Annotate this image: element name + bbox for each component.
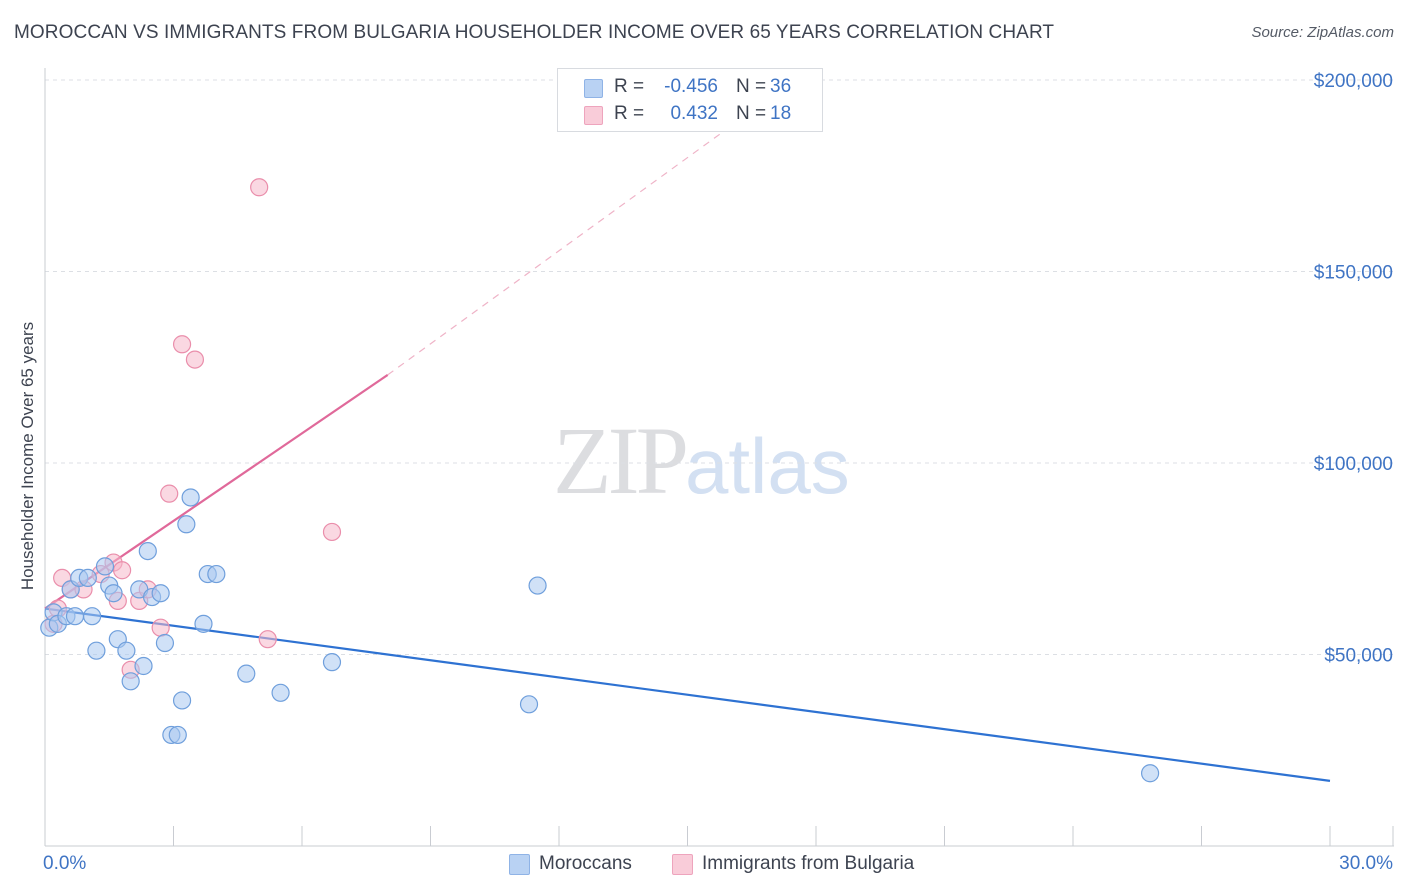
data-point-moroccans (117, 641, 136, 660)
legend-r-label: R = (614, 76, 645, 97)
data-point-bulgaria (322, 522, 342, 542)
legend-n-value: 36 (770, 76, 792, 97)
y-tick-label: $200,000 (1314, 71, 1393, 92)
legend-swatch-moroccans (509, 854, 530, 875)
y-tick-label: $150,000 (1314, 263, 1393, 284)
data-point-moroccans (168, 725, 187, 745)
series-legend: Moroccans Immigrants from Bulgaria (0, 852, 1406, 878)
grid-lines (45, 79, 1394, 655)
legend-row-moroccans: R = -0.456 N = 36 (558, 74, 822, 100)
data-point-moroccans (271, 683, 290, 702)
legend-label-bulgaria: Immigrants from Bulgaria (702, 853, 915, 874)
legend-label-moroccans: Moroccans (539, 853, 632, 874)
data-point-bulgaria (151, 618, 170, 637)
legend-r-value: 0.432 (670, 103, 718, 124)
data-point-bulgaria (258, 630, 277, 649)
data-point-moroccans (237, 664, 256, 683)
legend-n-value: 18 (770, 103, 792, 124)
data-point-moroccans (155, 633, 175, 653)
data-point-moroccans (322, 653, 342, 672)
legend-n-label: N = (736, 76, 767, 97)
data-point-moroccans (528, 576, 547, 595)
y-tick-label: $100,000 (1314, 454, 1393, 475)
tick-labels: $50,000 $100,000 $150,000 $200,000 0.0% 30.0% (43, 71, 1393, 874)
legend-r-label: R = (614, 103, 645, 124)
trend-line-moroccans (44, 607, 1331, 782)
legend-row-bulgaria: R = 0.432 N = 18 (558, 101, 822, 127)
y-tick-label: $50,000 (1324, 646, 1393, 667)
data-point-moroccans (104, 584, 123, 603)
data-point-bulgaria (185, 350, 205, 369)
data-point-moroccans (172, 691, 192, 710)
data-point-moroccans (177, 515, 196, 534)
data-point-moroccans (138, 541, 157, 561)
x-tick-label: 0.0% (43, 853, 86, 874)
chart-title: MOROCCAN VS IMMIGRANTS FROM BULGARIA HOU… (14, 22, 1055, 43)
legend-r-value: -0.456 (664, 76, 718, 97)
data-point-bulgaria (160, 484, 179, 503)
data-point-moroccans (134, 656, 153, 676)
data-point-moroccans (181, 488, 200, 507)
data-point-bulgaria (250, 178, 269, 197)
data-point-moroccans (83, 607, 102, 626)
data-point-bulgaria (172, 335, 192, 354)
data-point-moroccans (1140, 764, 1160, 783)
legend-n-label: N = (736, 103, 767, 124)
x-tick-label: 30.0% (1339, 853, 1393, 874)
data-point-moroccans (95, 557, 115, 576)
legend-swatch-bulgaria (584, 106, 603, 125)
data-point-moroccans (121, 672, 140, 691)
correlation-legend: R = -0.456 N = 36 R = 0.432 N = 18 (557, 68, 823, 132)
axes (44, 68, 1394, 847)
data-point-moroccans (78, 568, 97, 588)
data-point-moroccans (207, 564, 226, 584)
data-point-bulgaria (112, 561, 132, 580)
data-point-moroccans (87, 641, 106, 660)
legend-swatch-bulgaria (672, 854, 693, 875)
source-label: Source: ZipAtlas.com (1251, 24, 1394, 41)
data-point-moroccans (194, 614, 213, 633)
data-point-moroccans (519, 695, 539, 714)
legend-swatch-moroccans (584, 79, 603, 98)
data-points (40, 178, 1160, 783)
data-point-moroccans (151, 584, 170, 603)
data-point-moroccans (65, 607, 85, 626)
